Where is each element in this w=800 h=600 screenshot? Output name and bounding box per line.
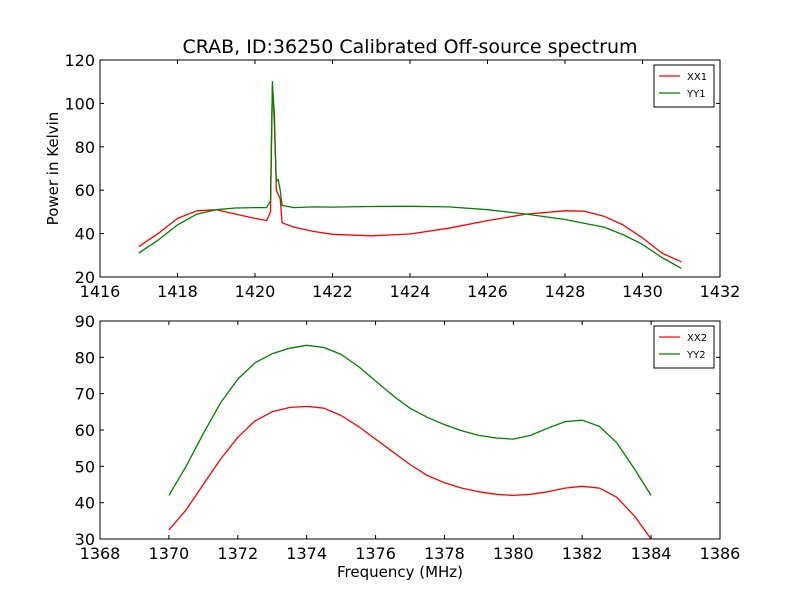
x-tick-label: 1372	[217, 544, 258, 563]
legend-label-xx2: XX2	[687, 333, 707, 344]
x-tick-label: 1370	[149, 544, 190, 563]
y-tick-label: 90	[75, 312, 95, 331]
legend: XX2 YY2	[653, 325, 715, 369]
x-tick-label: 1378	[424, 544, 465, 563]
x-tick-label: 1386	[700, 544, 741, 563]
x-tick-label: 1422	[312, 282, 353, 301]
y-tick-label: 70	[75, 385, 95, 404]
y-tick-label: 120	[64, 51, 95, 70]
x-tick-label: 1382	[562, 544, 603, 563]
chart-panel-2: 1368 1370 1372 1374 1376 1378 1380 1382 1384 1386…	[75, 312, 741, 581]
y-tick-label: 20	[75, 268, 95, 287]
x-axis-label: Frequency (MHz)	[337, 563, 463, 581]
chart-panel-1: 1416 1418 1420 1422 1424 1426 1428 1430 1432 20 40…	[44, 51, 740, 301]
series-line-yy2	[168, 344, 652, 496]
x-tick-label: 1380	[493, 544, 534, 563]
series-line-xx2	[168, 405, 652, 539]
chart-title: CRAB, ID:36250 Calibrated Off-source spe…	[182, 36, 637, 58]
x-tick-label: 1420	[235, 282, 276, 301]
x-tick-label: 1368	[80, 544, 121, 563]
x-tick-label: 1374	[286, 544, 327, 563]
x-tick-label: 1418	[157, 282, 198, 301]
x-tick-label: 1416	[80, 282, 121, 301]
legend-label-yy2: YY2	[686, 350, 706, 361]
y-tick-label: 40	[75, 494, 95, 513]
legend-box	[653, 64, 715, 108]
x-tick-label: 1428	[545, 282, 586, 301]
y-tick-label: 50	[75, 457, 95, 476]
legend: XX1 YY1	[653, 64, 715, 108]
x-tick-label: 1376	[355, 544, 396, 563]
plot-frame	[99, 59, 721, 278]
y-tick-label: 80	[75, 138, 95, 157]
series-line-yy1	[138, 81, 682, 269]
y-tick-label: 40	[75, 225, 95, 244]
y-axis-label: Power in Kelvin	[44, 112, 62, 226]
series-line-xx1	[138, 85, 682, 263]
y-tick-label: 100	[64, 94, 95, 113]
y-tick-label: 80	[75, 348, 95, 367]
x-tick-label: 1430	[622, 282, 663, 301]
legend-label-yy1: YY1	[686, 89, 706, 100]
y-tick-label: 60	[75, 181, 95, 200]
x-tick-label: 1432	[700, 282, 741, 301]
y-tick-label: 60	[75, 421, 95, 440]
y-tick-label: 30	[75, 530, 95, 549]
plot-frame	[99, 320, 721, 540]
x-tick-label: 1384	[631, 544, 672, 563]
legend-label-xx1: XX1	[687, 72, 707, 83]
x-tick-label: 1424	[390, 282, 431, 301]
legend-box	[653, 325, 715, 369]
x-tick-label: 1426	[467, 282, 508, 301]
